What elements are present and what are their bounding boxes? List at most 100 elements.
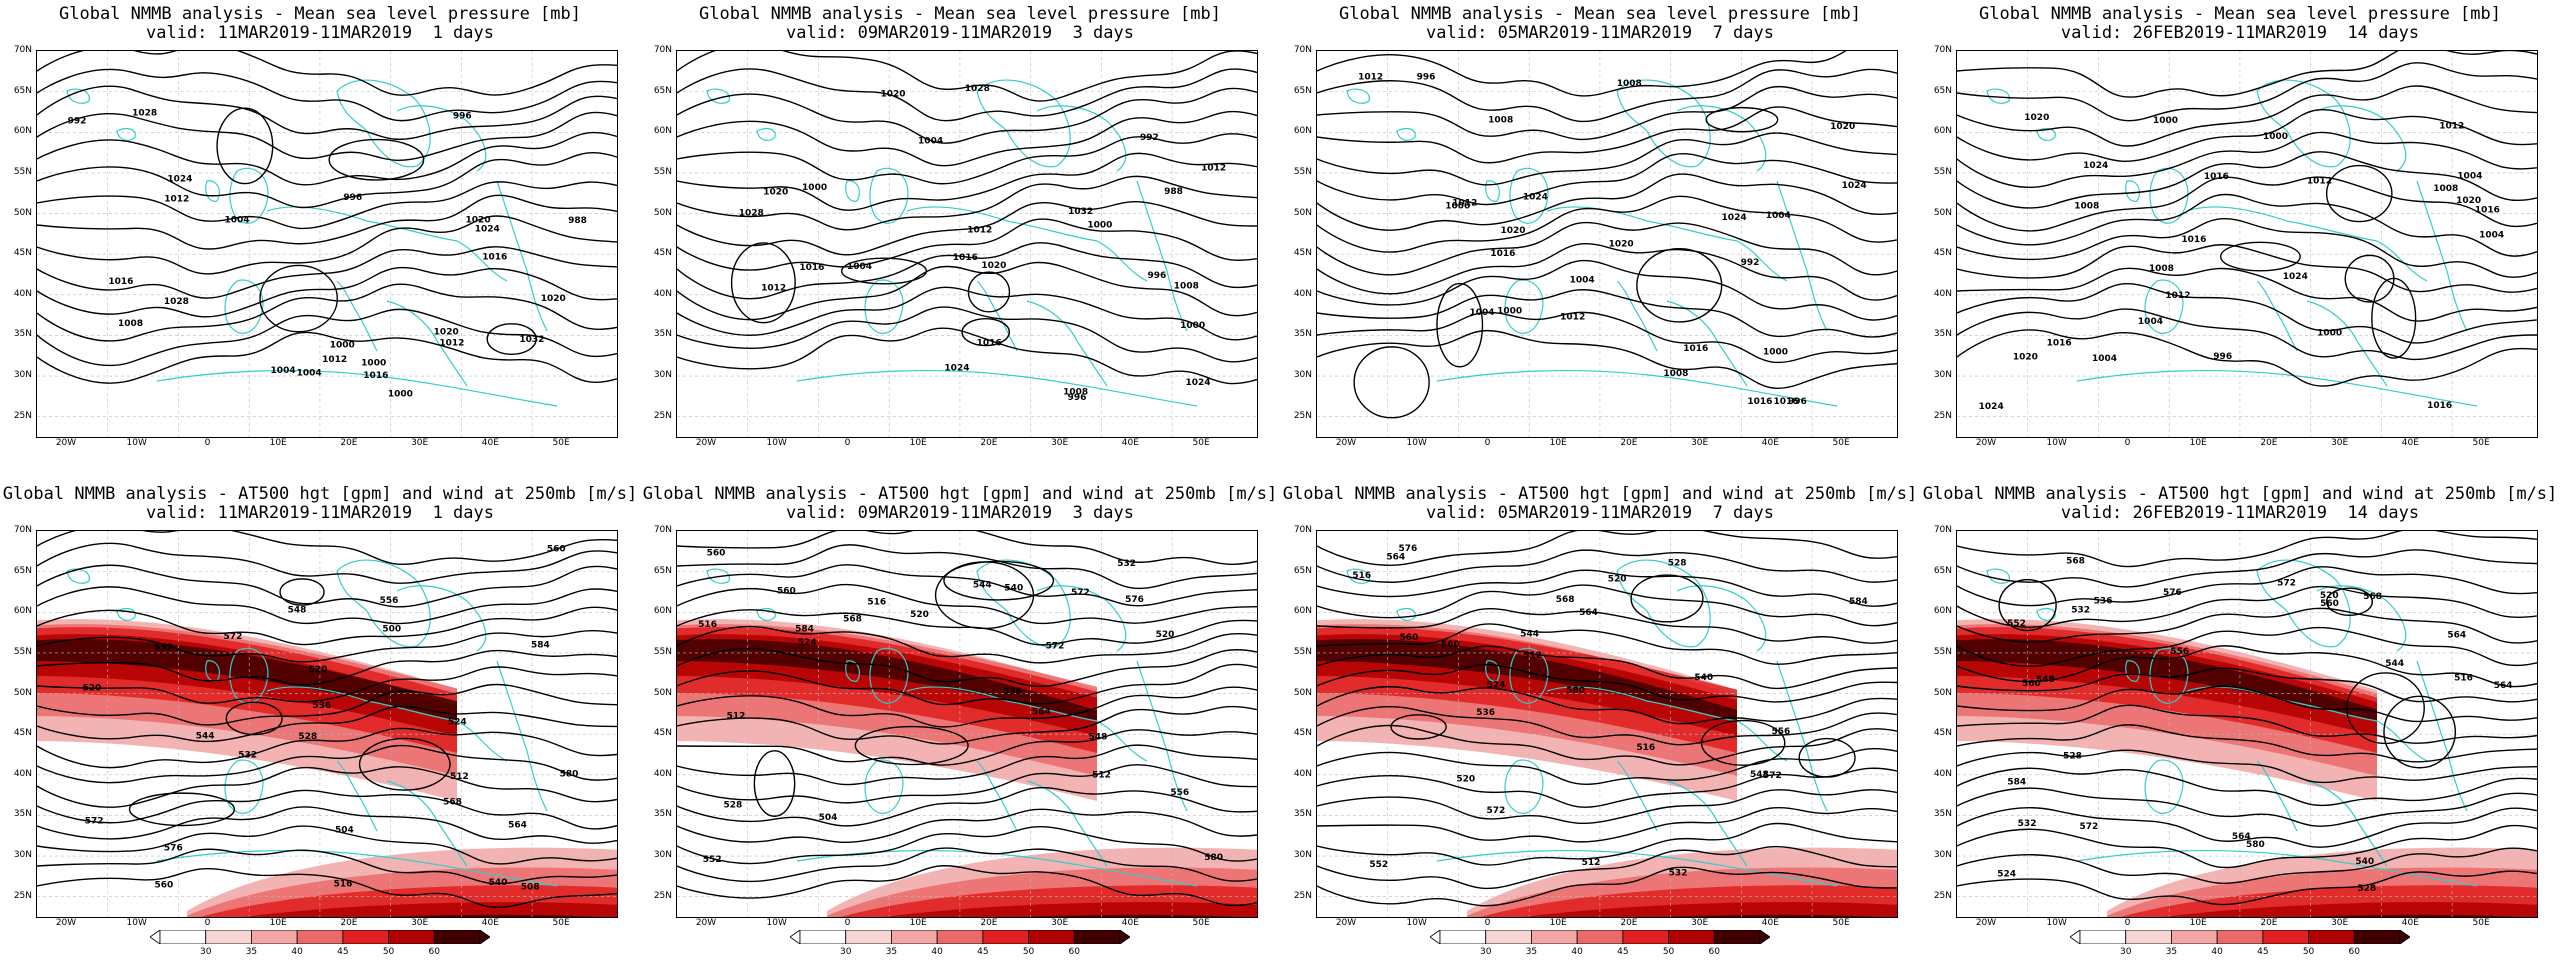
lat-tick-label: 65N bbox=[653, 565, 672, 576]
map-panel: Global NMMB analysis - AT500 hgt [gpm] a… bbox=[1280, 480, 1920, 960]
colorbar bbox=[790, 930, 1130, 944]
panel-subtitle: valid: 26FEB2019-11MAR2019 14 days bbox=[2060, 503, 2420, 523]
lon-tick-label: 40E bbox=[2401, 918, 2419, 928]
contour-label: 584 bbox=[2007, 777, 2026, 787]
contour-label: 1028 bbox=[965, 84, 990, 94]
contour-label: 1012 bbox=[322, 355, 347, 365]
contour-label: 552 bbox=[2007, 619, 2026, 629]
contour-label: 556 bbox=[380, 596, 399, 606]
contour-label: 1016 bbox=[1774, 397, 1799, 407]
contour-label: 1032 bbox=[1068, 207, 1093, 217]
lon-tick-label: 50E bbox=[2472, 918, 2490, 928]
lat-tick-label: 70N bbox=[1933, 525, 1952, 535]
contour-label: 572 bbox=[224, 632, 243, 642]
contour-label: 1024 bbox=[1842, 181, 1867, 191]
lon-tick-label: 30E bbox=[1691, 438, 1709, 448]
lat-tick-label: 40N bbox=[1293, 768, 1312, 779]
lon-tick-label: 20W bbox=[1335, 918, 1357, 928]
lat-tick-label: 45N bbox=[1293, 728, 1312, 739]
lat-tick-label: 50N bbox=[1293, 207, 1312, 218]
map-canvas: 520 516 512 524 528 532 536 540 544 548 552 556 560 5… bbox=[1317, 531, 1897, 917]
contour-label: 1016 bbox=[108, 277, 133, 287]
lat-tick-label: 35N bbox=[13, 329, 32, 340]
map-canvas: 516 504 512 520 524 528 532 536 540 544 548 552 556 5… bbox=[677, 531, 1257, 917]
contour-label: 548 bbox=[288, 606, 307, 616]
contour-label: 1004 bbox=[224, 216, 249, 226]
lon-tick-label: 20W bbox=[695, 438, 717, 448]
lon-tick-label: 10E bbox=[269, 438, 287, 448]
contour-label: 556 bbox=[1170, 788, 1189, 798]
contour-label: 1024 bbox=[475, 225, 500, 235]
contour-label: 564 bbox=[1579, 608, 1598, 618]
lon-tick-label: 50E bbox=[552, 438, 570, 448]
contour-label: 1004 bbox=[2138, 317, 2163, 327]
lat-tick-label: 60N bbox=[13, 126, 32, 137]
contour-label: 1004 bbox=[2092, 354, 2117, 364]
lon-tick-label: 50E bbox=[552, 918, 570, 928]
colorbar-label: 45 bbox=[337, 947, 349, 957]
lat-tick-label: 55N bbox=[1933, 646, 1952, 657]
contour-label: 564 bbox=[2447, 631, 2466, 641]
map-panel: Global NMMB analysis - AT500 hgt [gpm] a… bbox=[640, 480, 1280, 960]
lon-tick-label: 10W bbox=[126, 438, 147, 448]
lon-tick-label: 30E bbox=[2331, 918, 2349, 928]
contour-label: 996 bbox=[1788, 397, 1807, 407]
lon-tick-label: 0 bbox=[2124, 438, 2131, 448]
contour-label: 540 bbox=[1004, 584, 1023, 594]
contour-label: 552 bbox=[703, 855, 722, 865]
lon-tick-label: 10W bbox=[1406, 438, 1427, 448]
lon-tick-label: 10E bbox=[2189, 438, 2207, 448]
contour-label: 512 bbox=[1092, 771, 1111, 781]
contour-label: 1020 bbox=[763, 187, 788, 197]
contour-label: 1000 bbox=[1087, 220, 1112, 230]
contour-label: 560 bbox=[2320, 599, 2339, 609]
lon-tick-label: 0 bbox=[844, 918, 851, 928]
lon-tick-label: 0 bbox=[204, 438, 211, 448]
lat-tick-label: 70N bbox=[13, 45, 32, 55]
contour-label: 1016 bbox=[977, 339, 1002, 349]
lat-tick-label: 65N bbox=[13, 565, 32, 576]
lat-tick-label: 30N bbox=[1933, 850, 1952, 861]
contour-label: 1024 bbox=[167, 174, 192, 184]
lat-tick-label: 35N bbox=[653, 329, 672, 340]
lon-tick-label: 30E bbox=[1051, 438, 1069, 448]
contour-label: 1028 bbox=[164, 297, 189, 307]
lat-tick-label: 55N bbox=[1293, 166, 1312, 177]
contour-label: 1012 bbox=[439, 338, 464, 348]
contour-label: 580 bbox=[1566, 686, 1585, 696]
contour-label: 548 bbox=[2036, 675, 2055, 685]
coastline bbox=[1346, 79, 1838, 407]
lon-tick-label: 20E bbox=[2260, 438, 2278, 448]
lon-tick-label: 10E bbox=[269, 918, 287, 928]
contour-label: 520 bbox=[1156, 630, 1175, 640]
lat-tick-label: 40N bbox=[653, 768, 672, 779]
colorbar-label: 40 bbox=[2211, 947, 2223, 957]
contour-label: 560 bbox=[154, 880, 173, 890]
contour-label: 520 bbox=[309, 665, 328, 675]
contour-label: 544 bbox=[2385, 659, 2404, 669]
contour-label: 580 bbox=[2246, 840, 2265, 850]
lat-tick-label: 25N bbox=[653, 410, 672, 421]
lon-tick-label: 20W bbox=[55, 918, 77, 928]
lon-tick-label: 50E bbox=[1192, 918, 1210, 928]
lat-tick-label: 25N bbox=[653, 890, 672, 901]
map-panel: Global NMMB analysis - Mean sea level pr… bbox=[640, 0, 1280, 480]
contour-label: 1028 bbox=[132, 109, 157, 119]
lon-tick-label: 10W bbox=[2046, 918, 2067, 928]
lon-tick-label: 20E bbox=[340, 918, 358, 928]
contour-label: 572 bbox=[2080, 822, 2099, 832]
lat-tick-label: 35N bbox=[653, 809, 672, 820]
lat-tick-label: 50N bbox=[1933, 207, 1952, 218]
contour-label: 540 bbox=[2355, 857, 2374, 867]
contour-label: 1000 bbox=[1763, 348, 1788, 358]
contour-label: 568 bbox=[1556, 595, 1575, 605]
lat-tick-label: 65N bbox=[1293, 85, 1312, 96]
colorbar-label: 35 bbox=[1525, 947, 1538, 957]
panel-title: Global NMMB analysis - Mean sea level pr… bbox=[699, 4, 1221, 24]
lon-tick-label: 10E bbox=[2189, 918, 2207, 928]
colorbar-label: 60 bbox=[2348, 947, 2360, 957]
contour-label: 584 bbox=[795, 624, 814, 634]
contour-label: 1000 bbox=[2317, 329, 2342, 339]
contour-label: 1012 bbox=[761, 284, 786, 294]
